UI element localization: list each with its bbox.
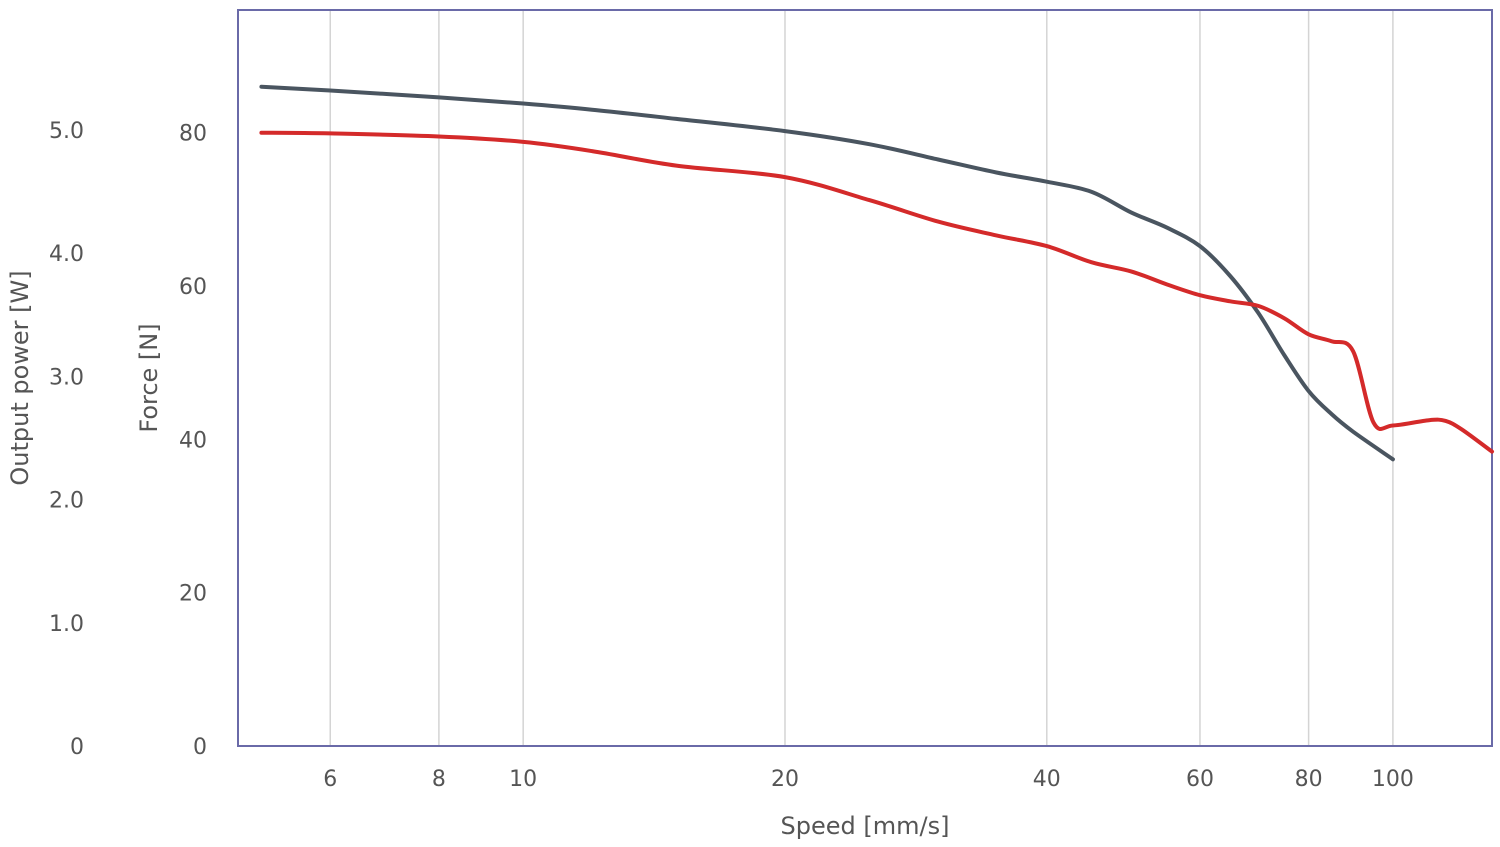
series-line-2 xyxy=(259,130,1494,454)
power-tick-label: 5.0 xyxy=(49,119,84,144)
force-tick-label: 20 xyxy=(179,582,207,607)
force-tick-label: 60 xyxy=(179,275,207,300)
power-tick-label: 0 xyxy=(70,735,84,760)
force-tick-label: 80 xyxy=(179,122,207,147)
force-axis-title: Force [N] xyxy=(135,323,163,432)
series-lines xyxy=(259,84,1494,462)
x-tick-label: 6 xyxy=(323,767,337,792)
force-axis-ticks: 0 20 40 60 80 xyxy=(179,122,207,760)
power-axis-title: Output power [W] xyxy=(6,270,34,485)
force-tick-label: 0 xyxy=(193,735,207,760)
x-axis-title: Speed [mm/s] xyxy=(781,812,950,840)
x-tick-label: 100 xyxy=(1372,767,1414,792)
x-tick-label: 10 xyxy=(509,767,537,792)
x-axis-ticks: 6 8 10 20 40 60 80 100 xyxy=(323,767,1414,792)
x-tick-label: 20 xyxy=(771,767,799,792)
power-axis-ticks: 0 1.0 2.0 3.0 4.0 5.0 xyxy=(49,119,84,760)
x-tick-label: 60 xyxy=(1186,767,1214,792)
power-tick-label: 4.0 xyxy=(49,242,84,267)
force-tick-label: 40 xyxy=(179,428,207,453)
series-line-1 xyxy=(259,84,1395,462)
x-tick-label: 40 xyxy=(1033,767,1061,792)
x-tick-label: 80 xyxy=(1295,767,1323,792)
power-tick-label: 1.0 xyxy=(49,612,84,637)
gridlines xyxy=(329,10,1394,746)
plot-frame xyxy=(237,9,1493,747)
power-tick-label: 2.0 xyxy=(49,489,84,514)
x-tick-label: 8 xyxy=(432,767,446,792)
power-tick-label: 3.0 xyxy=(49,365,84,390)
